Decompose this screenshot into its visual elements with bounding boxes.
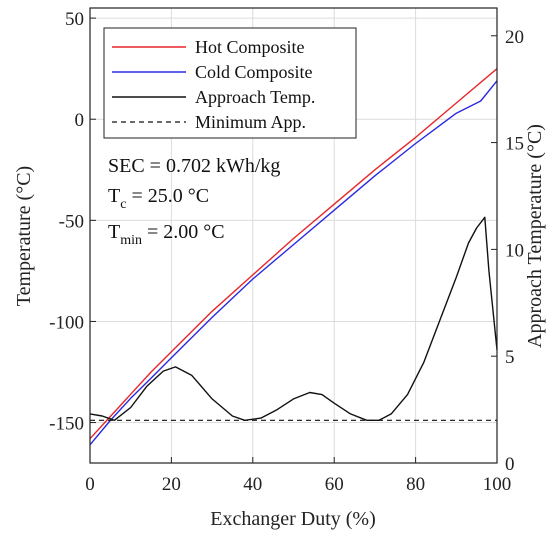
ticks: 0 20 40 60 80 100 50 0 -50 -100 -150 0 5 10 15 20 — [49, 9, 524, 495]
legend-label-minimum: Minimum App. — [195, 112, 306, 132]
y-tick-label: -100 — [49, 312, 84, 333]
legend-label-hot: Hot Composite — [195, 37, 305, 57]
y2-tick-label: 15 — [505, 134, 524, 155]
x-tick-label: 0 — [85, 474, 95, 495]
y2-tick-label: 10 — [505, 240, 524, 261]
approach-temp-line — [89, 216, 498, 421]
y-tick-label: -50 — [59, 211, 84, 232]
y2-axis-label: Approach Temperature (°C) — [524, 124, 546, 348]
annotation-tc-sub: c — [120, 197, 126, 212]
x-tick-label: 80 — [406, 474, 425, 495]
annotation-tc-main: T — [108, 185, 120, 207]
y2-tick-label: 0 — [505, 454, 515, 475]
legend-label-cold: Cold Composite — [195, 62, 313, 82]
x-tick-label: 40 — [243, 474, 262, 495]
legend: Hot Composite Cold Composite Approach Te… — [103, 27, 357, 139]
hot-composite-line — [89, 68, 498, 440]
series-layer — [89, 68, 498, 446]
annotation-tmin-value: = 2.00 °C — [142, 221, 225, 243]
y-tick-label: 50 — [65, 9, 84, 30]
annotation-tc-value: = 25.0 °C — [126, 185, 209, 207]
annotation-sec: SEC = 0.702 kWh/kg — [108, 155, 280, 177]
annotation-tmin-sub: min — [120, 233, 142, 248]
y2-tick-label: 20 — [505, 27, 524, 48]
plot-frame — [89, 7, 498, 464]
legend-label-approach: Approach Temp. — [195, 87, 315, 107]
x-tick-label: 60 — [325, 474, 344, 495]
y-tick-label: -150 — [49, 414, 84, 435]
annotation-tmin: Tmin = 2.00 °C — [108, 221, 225, 248]
annotation-tc: Tc = 25.0 °C — [108, 185, 209, 212]
y2-tick-label: 5 — [505, 347, 515, 368]
annotation-tmin-main: T — [108, 221, 120, 243]
x-axis-label: Exchanger Duty (%) — [210, 508, 376, 530]
cold-composite-line — [89, 80, 498, 446]
x-tick-label: 100 — [483, 474, 512, 495]
y-tick-label: 0 — [75, 110, 85, 131]
y-axis-label: Temperature (°C) — [13, 166, 35, 306]
x-tick-label: 20 — [162, 474, 181, 495]
